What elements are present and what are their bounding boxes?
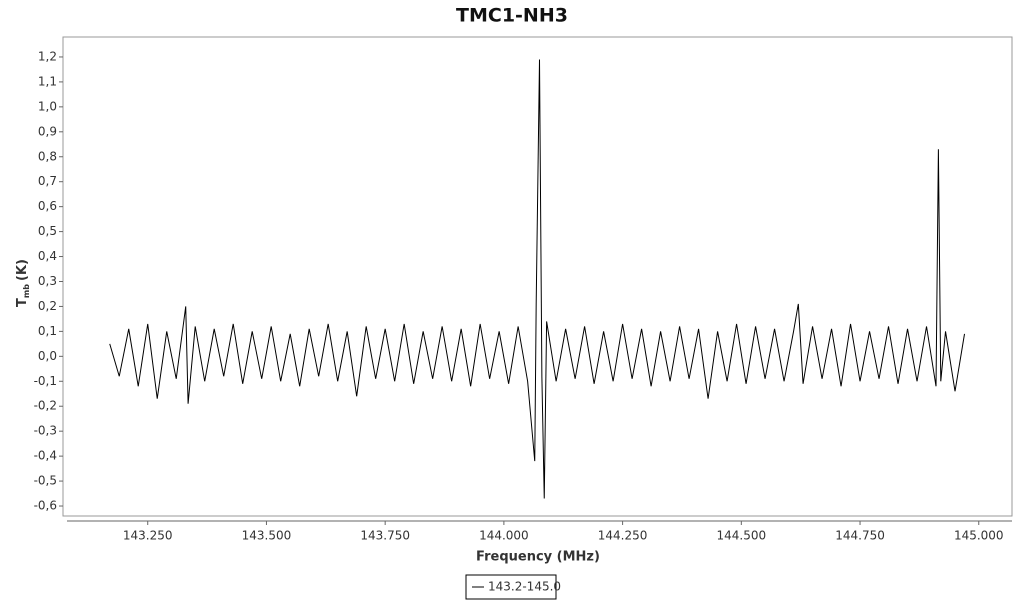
x-tick-label: 144.750: [835, 529, 885, 543]
x-tick-label: 143.250: [123, 529, 173, 543]
x-tick-label: 144.500: [717, 529, 767, 543]
y-tick-label: -0,1: [34, 374, 57, 388]
x-axis-label: Frequency (MHz): [476, 550, 600, 565]
y-tick-label: 0,0: [38, 349, 57, 363]
y-tick-label: 1,0: [38, 99, 57, 113]
y-tick-label: 0,5: [38, 224, 57, 238]
x-tick-label: 144.250: [598, 529, 648, 543]
x-tick-label: 143.500: [242, 529, 292, 543]
y-tick-label: -0,6: [34, 499, 57, 513]
plot-frame: [62, 36, 1013, 517]
x-tick-label: 143.750: [360, 529, 410, 543]
y-axis-label: Tmb (K): [15, 259, 31, 307]
y-tick-label: -0,4: [34, 449, 57, 463]
y-label-main: T: [15, 298, 30, 307]
legend-label: 143.2-145.0: [488, 580, 561, 594]
y-tick-label: 0,3: [38, 274, 57, 288]
y-tick-label: -0,2: [34, 399, 57, 413]
y-tick-label: -0,5: [34, 474, 57, 488]
x-tick-label: 144.000: [479, 529, 529, 543]
y-tick-label: 1,2: [38, 49, 57, 63]
y-tick-label: 1,1: [38, 74, 57, 88]
y-tick-label: 0,6: [38, 199, 57, 213]
x-tick-label: 145.000: [954, 529, 1004, 543]
y-tick-label: 0,2: [38, 299, 57, 313]
y-tick-label: 0,8: [38, 149, 57, 163]
y-tick-label: 0,4: [38, 249, 57, 263]
y-label-unit: (K): [15, 259, 30, 281]
chart-title: TMC1-NH3: [456, 5, 568, 27]
y-label-sub: mb: [22, 284, 31, 298]
y-tick-label: -0,3: [34, 424, 57, 438]
legend-box: [465, 574, 557, 600]
spectrum-line: [109, 59, 966, 499]
y-tick-label: 0,7: [38, 174, 57, 188]
y-tick-label: 0,9: [38, 124, 57, 138]
y-tick-label: 0,1: [38, 324, 57, 338]
